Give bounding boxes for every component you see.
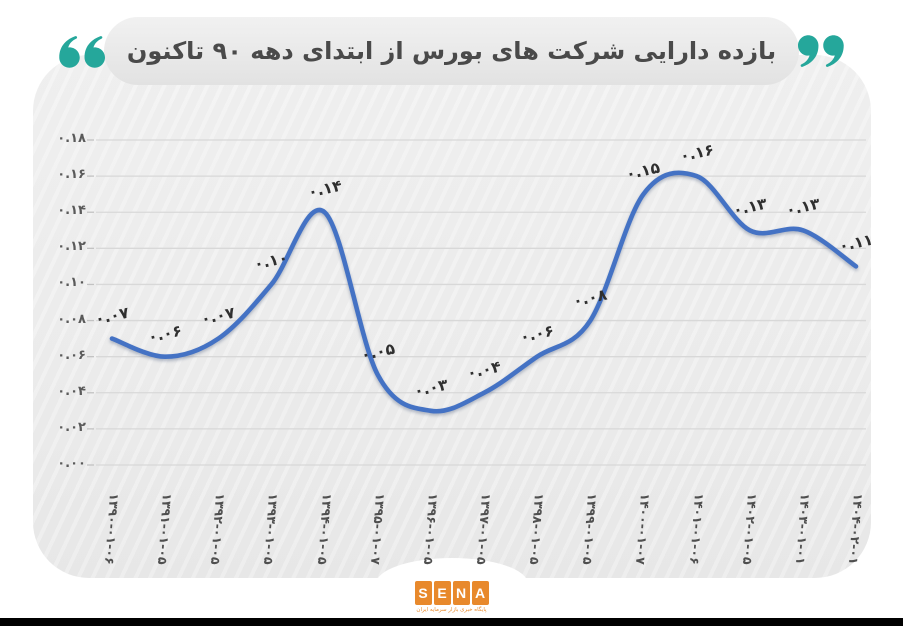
close-quote-icon xyxy=(59,35,105,68)
line-series xyxy=(109,170,859,414)
sena-logo: S E N A پایگاه خبری بازار سرمایه ایران xyxy=(414,581,489,613)
logo-letter-s: S xyxy=(414,581,432,605)
chart-card xyxy=(33,55,871,578)
open-quote-icon xyxy=(798,34,844,67)
logo-notch xyxy=(375,558,528,592)
logo-letter-a: A xyxy=(471,581,489,605)
logo-letter-e: E xyxy=(433,581,451,605)
bottom-bar xyxy=(0,618,903,626)
sena-logo-letters: S E N A xyxy=(414,581,489,605)
logo-letter-n: N xyxy=(452,581,470,605)
title-bar: بازده دارایی شرکت های بورس از ابتدای دهه… xyxy=(59,17,844,85)
page-title: بازده دارایی شرکت های بورس از ابتدای دهه… xyxy=(126,37,777,65)
logo-tagline: پایگاه خبری بازار سرمایه ایران xyxy=(416,607,487,613)
